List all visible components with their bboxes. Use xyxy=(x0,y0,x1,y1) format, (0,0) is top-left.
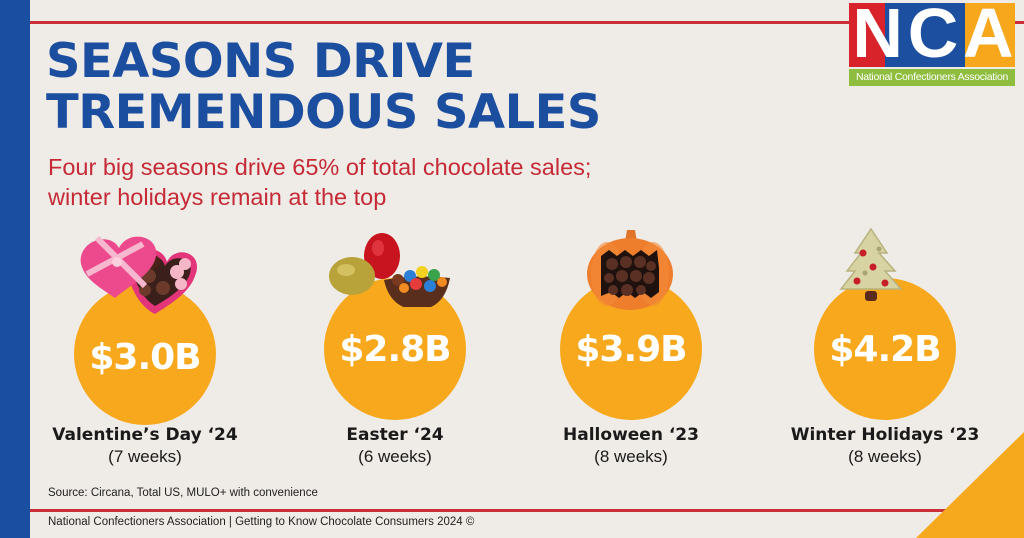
bottom-divider xyxy=(30,509,1024,512)
pumpkin-chocolates-icon xyxy=(585,228,675,312)
season-label: Easter ‘24 xyxy=(346,425,444,445)
season-duration: (6 weeks) xyxy=(358,447,432,466)
value-circle: $3.0B xyxy=(74,283,216,425)
season-valentines: $3.0B Valentine’s Day ‘24 (7 weeks) xyxy=(20,222,270,472)
season-label: Winter Holidays ‘23 xyxy=(790,425,980,445)
season-duration: (8 weeks) xyxy=(848,447,922,466)
christmas-tree-chocolate-icon xyxy=(835,227,905,307)
easter-eggs-icon xyxy=(326,232,456,307)
logo-letter-c: C xyxy=(907,0,959,72)
season-value: $3.9B xyxy=(575,328,687,370)
logo-block-red xyxy=(849,3,885,67)
logo-block-orange xyxy=(965,3,1015,67)
season-winter-holidays: $4.2B Winter Holidays ‘23 (8 weeks) xyxy=(760,222,1010,472)
title-line-2: TREMENDOUS SALES xyxy=(46,85,601,140)
season-duration: (7 weeks) xyxy=(108,447,182,466)
season-value: $3.0B xyxy=(89,336,201,378)
season-value: $2.8B xyxy=(339,328,451,370)
season-easter: $2.8B Easter ‘24 (6 weeks) xyxy=(270,222,520,472)
season-halloween: $3.9B Halloween ‘23 (8 weeks) xyxy=(506,222,756,472)
season-duration: (8 weeks) xyxy=(594,447,668,466)
subtitle-line-2: winter holidays remain at the top xyxy=(48,184,387,210)
title-line-1: SEASONS DRIVE xyxy=(46,34,475,89)
footer-credit: National Confectioners Association | Get… xyxy=(48,516,475,528)
season-label: Valentine’s Day ‘24 xyxy=(52,425,238,445)
source-note: Source: Circana, Total US, MULO+ with co… xyxy=(48,487,318,499)
left-accent-bar xyxy=(0,0,30,538)
top-divider xyxy=(30,21,1024,24)
value-circle: $2.8B xyxy=(324,278,466,420)
logo-block-blue xyxy=(885,3,965,67)
heart-chocolate-box-icon xyxy=(67,224,207,319)
logo-letter-a: A xyxy=(963,0,1014,72)
logo-blocks: N C A xyxy=(849,0,1015,72)
nca-logo: N C A National Confectioners Association xyxy=(849,0,1015,86)
subtitle-line-1: Four big seasons drive 65% of total choc… xyxy=(48,154,592,180)
value-circle: $4.2B xyxy=(814,278,956,420)
logo-letter-n: N xyxy=(852,0,903,72)
season-label: Halloween ‘23 xyxy=(563,425,699,445)
logo-letters: N C A xyxy=(849,0,1015,72)
page-title: SEASONS DRIVE TREMENDOUS SALES xyxy=(46,36,601,138)
subtitle: Four big seasons drive 65% of total choc… xyxy=(48,152,591,212)
logo-banner: National Confectioners Association xyxy=(849,69,1015,86)
season-value: $4.2B xyxy=(829,328,941,370)
